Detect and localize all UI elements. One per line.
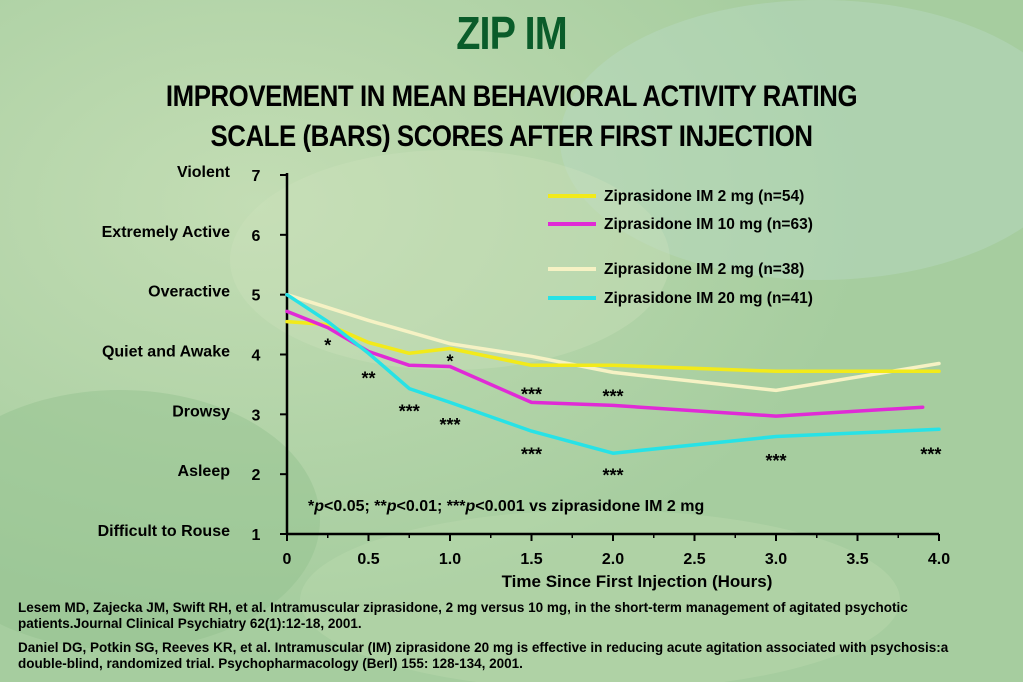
reference-1: Lesem MD, Zajecka JM, Swift RH, et al. I… bbox=[18, 600, 908, 631]
significance-marker: * bbox=[324, 336, 331, 356]
significance-marker: *** bbox=[521, 444, 542, 464]
significance-marker: *** bbox=[602, 386, 623, 406]
significance-marker: * bbox=[446, 352, 453, 372]
y-tick-label: 2 bbox=[252, 467, 261, 484]
x-tick-label: 1.0 bbox=[439, 551, 461, 568]
y-category-label: Overactive bbox=[148, 284, 230, 301]
x-tick-label: 1.5 bbox=[520, 551, 542, 568]
significance-marker: *** bbox=[920, 444, 941, 464]
y-category-label: Drowsy bbox=[172, 403, 230, 420]
significance-marker: *** bbox=[439, 415, 460, 435]
y-tick-label: 6 bbox=[252, 228, 261, 245]
series-line bbox=[285, 309, 925, 418]
series-line bbox=[285, 319, 941, 374]
y-tick-label: 1 bbox=[252, 527, 261, 544]
series-line bbox=[285, 292, 941, 393]
x-tick-label: 2.5 bbox=[683, 551, 705, 568]
y-tick-label: 5 bbox=[252, 288, 261, 305]
y-category-label: Quiet and Awake bbox=[102, 344, 230, 361]
significance-footnote: *p<0.05; **p<0.01; ***p<0.001 vs ziprasi… bbox=[308, 498, 704, 515]
y-tick-label: 7 bbox=[252, 168, 261, 185]
significance-marker: *** bbox=[521, 385, 542, 405]
y-category-label: Extremely Active bbox=[102, 224, 230, 241]
y-category-label: Difficult to Rouse bbox=[98, 523, 231, 540]
legend-label: Ziprasidone IM 20 mg (n=41) bbox=[604, 290, 813, 307]
significance-marker: *** bbox=[399, 401, 420, 421]
x-tick-label: 3.0 bbox=[765, 551, 787, 568]
x-tick-label: 0.5 bbox=[357, 551, 379, 568]
reference-2: Daniel DG, Potkin SG, Reeves KR, et al. … bbox=[18, 640, 949, 671]
y-tick-label: 3 bbox=[252, 407, 261, 424]
legend-label: Ziprasidone IM 2 mg (n=54) bbox=[604, 188, 804, 205]
legend-label: Ziprasidone IM 2 mg (n=38) bbox=[604, 261, 804, 278]
chart-title-line-2: SCALE (BARS) SCORES AFTER FIRST INJECTIO… bbox=[210, 120, 813, 153]
y-tick-label: 4 bbox=[252, 348, 261, 365]
significance-marker: *** bbox=[765, 451, 786, 471]
x-tick-label: 0 bbox=[283, 551, 292, 568]
chart-title-line-1: IMPROVEMENT IN MEAN BEHAVIORAL ACTIVITY … bbox=[165, 80, 858, 113]
x-tick-label: 4.0 bbox=[928, 551, 950, 568]
y-category-label: Asleep bbox=[178, 463, 231, 480]
series-line bbox=[285, 292, 941, 455]
slide-title: ZIP IM bbox=[456, 7, 567, 59]
x-tick-label: 2.0 bbox=[602, 551, 624, 568]
x-tick-label: 3.5 bbox=[846, 551, 868, 568]
significance-marker: *** bbox=[602, 465, 623, 485]
y-category-label: Violent bbox=[177, 164, 231, 181]
significance-marker: ** bbox=[361, 368, 375, 388]
legend-label: Ziprasidone IM 10 mg (n=63) bbox=[604, 216, 813, 233]
x-axis-title: Time Since First Injection (Hours) bbox=[502, 572, 773, 591]
